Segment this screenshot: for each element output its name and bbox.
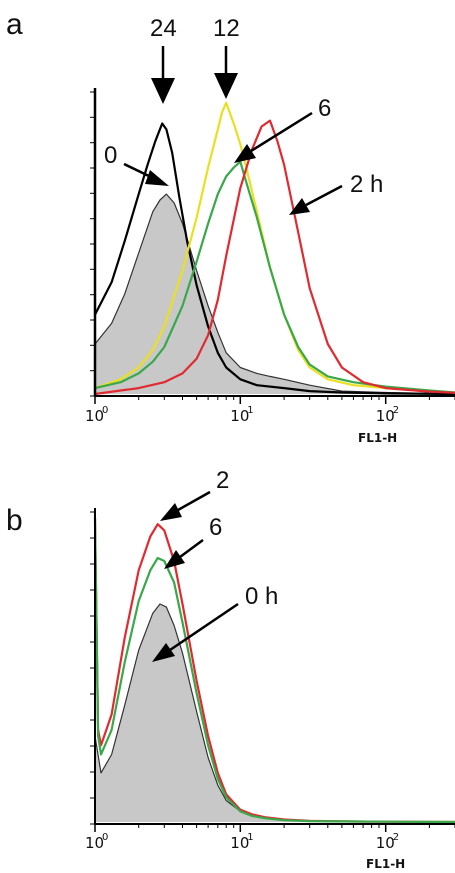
- x-tick-label-exponent-a: 0: [102, 405, 108, 416]
- x-tick-label-b: 10: [376, 834, 395, 852]
- annotation-2h-arrowhead: [289, 198, 310, 215]
- annotation-0-label: 0: [104, 142, 117, 169]
- annotation-6-label: 6: [318, 95, 331, 122]
- x-tick-label-a: 10: [376, 407, 395, 425]
- histogram-traces-a: [94, 101, 455, 396]
- annotation-0-arrowhead: [145, 170, 169, 186]
- x-ticks-b: [94, 824, 455, 832]
- x-tick-label-exponent-a: 2: [393, 405, 399, 416]
- x-tick-label-exponent-b: 2: [393, 832, 399, 843]
- x-tick-label-exponent-b: 1: [247, 832, 253, 843]
- annotation-b-0h-label: 0 h: [245, 583, 278, 610]
- annotation-6-arrowhead: [234, 144, 256, 163]
- annotation-b-0h-arrowhead: [152, 643, 175, 662]
- x-ticks-a: [94, 396, 455, 404]
- annotation-2h-label: 2 h: [350, 171, 383, 198]
- x-tick-label-a: 10: [85, 407, 104, 425]
- panel-label-b: b: [6, 504, 23, 537]
- annotation-b-2-arrow-shaft: [177, 490, 211, 512]
- series-line-6-a: [94, 160, 455, 394]
- annotation-24-arrowhead: [151, 78, 175, 104]
- annotation-6-arrow-shaft: [250, 111, 313, 153]
- y-ticks-a: [90, 91, 95, 397]
- series-line-2h-a: [94, 119, 455, 396]
- annotation-b-6-label: 6: [209, 514, 222, 541]
- annotation-b-6-arrow-shaft: [179, 538, 204, 559]
- histogram-traces-b: [93, 518, 455, 824]
- x-tick-label-a: 10: [230, 407, 249, 425]
- annotation-b-2-label: 2: [216, 467, 229, 494]
- panel-label-a: a: [6, 8, 23, 41]
- panel-b: b 100 101 102 FL1-H 2 6 0 h: [6, 467, 455, 871]
- annotation-b-6-arrowhead: [164, 550, 185, 569]
- annotation-24-label: 24: [150, 15, 177, 42]
- series-line-12-a: [94, 101, 455, 394]
- x-tick-label-exponent-a: 1: [247, 405, 253, 416]
- panel-a: a 100 101 102 FL1-H 24 12 6 0 2 h: [6, 8, 455, 445]
- annotation-12-arrowhead: [214, 73, 238, 99]
- series-fill-0h-b: [95, 604, 455, 822]
- x-axis-title-a: FL1-H: [358, 431, 397, 445]
- series-line-24-a: [94, 122, 455, 396]
- x-tick-labels-a: 100 101 102: [85, 405, 399, 425]
- y-ticks-b: [90, 511, 95, 825]
- annotation-12-label: 12: [213, 15, 240, 42]
- annotation-b-0h-arrow-shaft: [169, 602, 239, 652]
- annotation-2h-arrow-shaft: [305, 184, 343, 207]
- series-fill-0-a: [95, 194, 455, 394]
- annotation-b-2-arrowhead: [160, 503, 182, 521]
- x-axis-title-b: FL1-H: [366, 857, 405, 871]
- x-tick-label-exponent-b: 0: [102, 832, 108, 843]
- x-tick-labels-b: 100 101 102: [85, 832, 399, 852]
- series-line-0-a: [94, 193, 455, 395]
- x-tick-label-b: 10: [230, 834, 249, 852]
- series-line-6-b: [93, 518, 455, 824]
- x-tick-label-b: 10: [85, 834, 104, 852]
